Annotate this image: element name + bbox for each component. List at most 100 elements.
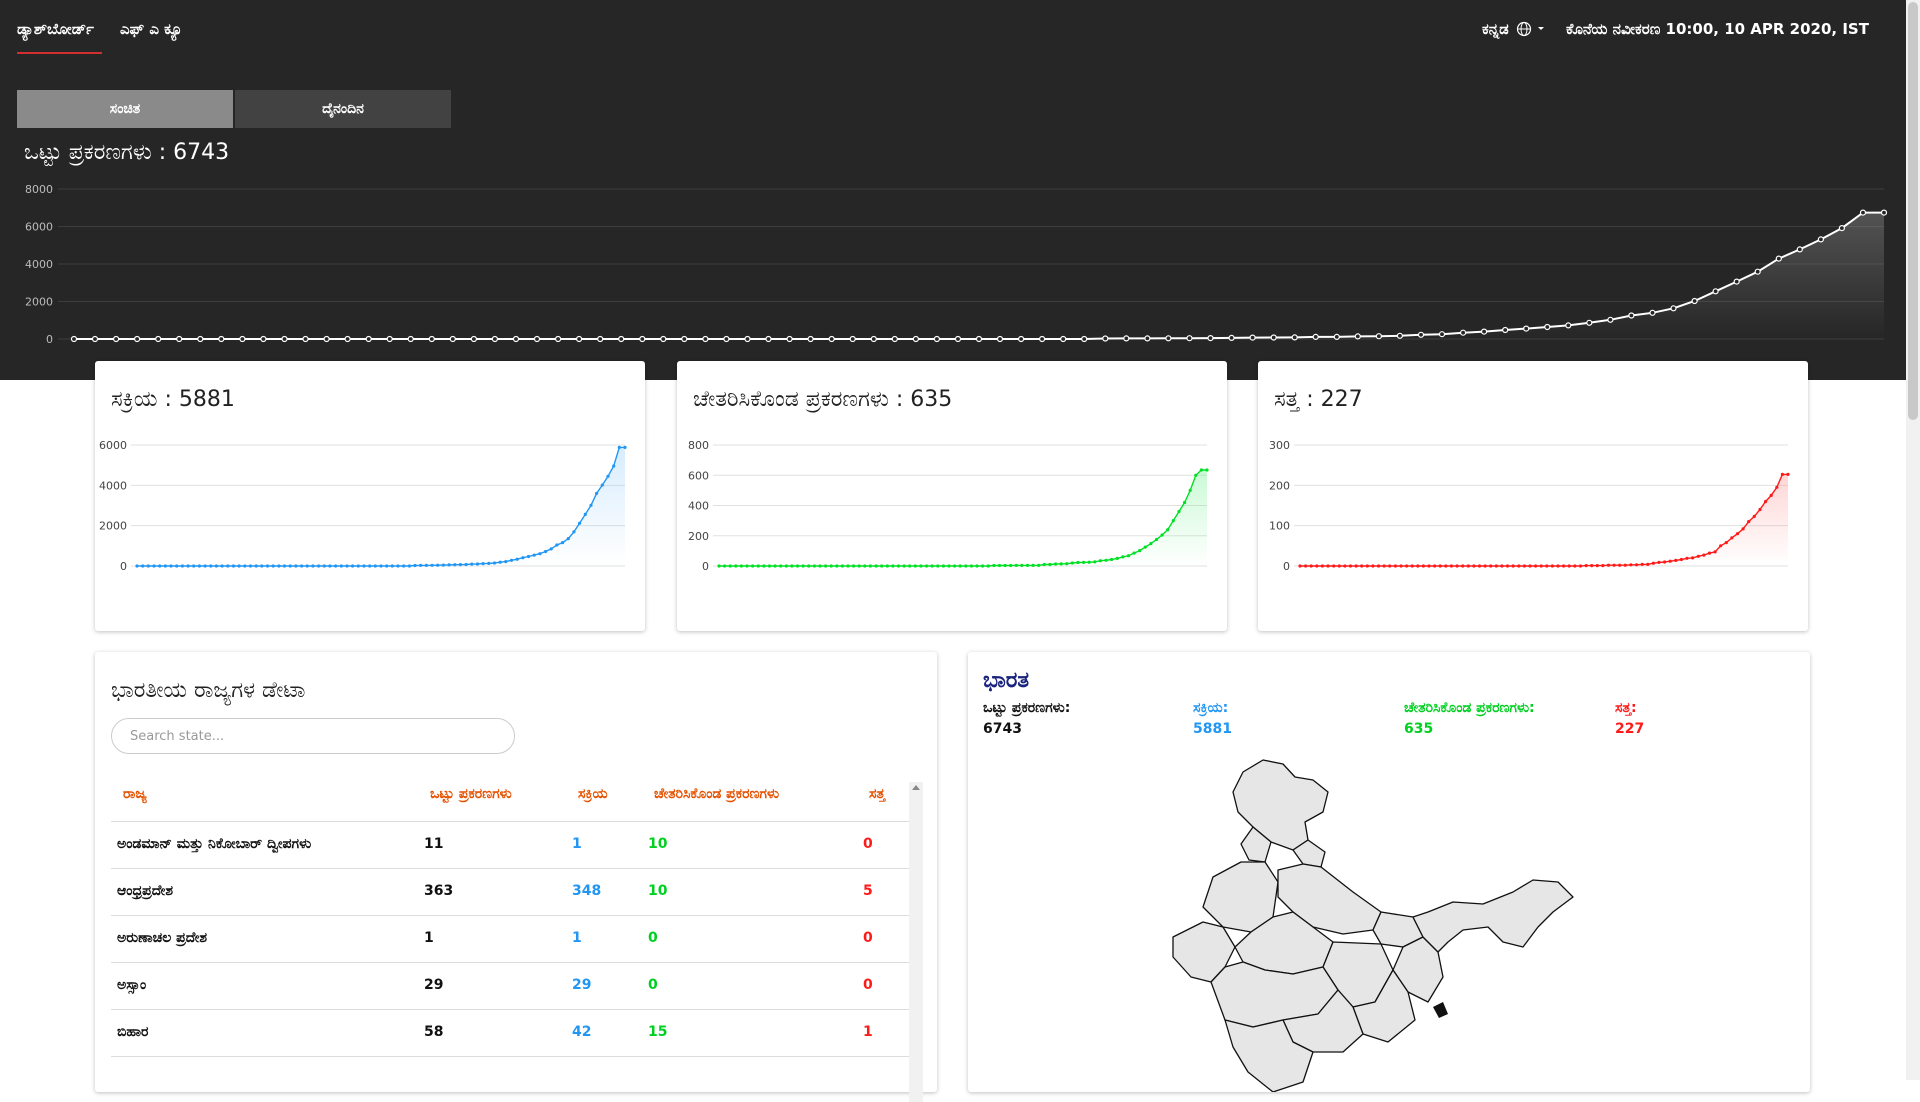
data-point[interactable] <box>958 564 962 568</box>
data-point[interactable] <box>728 564 732 568</box>
data-point[interactable] <box>1769 493 1773 497</box>
data-point[interactable] <box>975 335 983 343</box>
data-point[interactable] <box>1635 563 1639 567</box>
data-point[interactable] <box>919 564 923 568</box>
data-point[interactable] <box>1312 333 1319 340</box>
india-map-icon[interactable] <box>1153 752 1593 1092</box>
data-point[interactable] <box>220 564 224 568</box>
data-point[interactable] <box>600 483 604 487</box>
data-point[interactable] <box>997 563 1002 568</box>
data-point[interactable] <box>464 562 468 567</box>
data-point[interactable] <box>1326 564 1330 568</box>
data-point[interactable] <box>1048 562 1052 567</box>
data-point[interactable] <box>870 335 877 343</box>
data-point[interactable] <box>402 564 406 568</box>
data-point[interactable] <box>413 563 417 568</box>
data-point[interactable] <box>1427 564 1431 568</box>
data-point[interactable] <box>1670 305 1677 312</box>
data-point[interactable] <box>751 564 755 568</box>
data-point[interactable] <box>1502 326 1509 334</box>
data-point[interactable] <box>1081 335 1088 343</box>
data-point[interactable] <box>1354 564 1358 568</box>
data-point[interactable] <box>515 557 519 561</box>
data-point[interactable] <box>214 564 218 568</box>
data-point[interactable] <box>933 335 941 343</box>
tab-daily[interactable]: ದೈನಂದಿನ <box>235 90 451 128</box>
data-point[interactable] <box>1417 331 1425 338</box>
data-point[interactable] <box>1511 564 1515 568</box>
data-point[interactable] <box>1838 224 1846 232</box>
data-point[interactable] <box>1618 563 1622 567</box>
header-state[interactable]: ರಾಜ್ಯ <box>123 786 147 802</box>
data-point[interactable] <box>281 335 288 343</box>
data-point[interactable] <box>368 564 372 568</box>
data-point[interactable] <box>1143 545 1147 549</box>
data-point[interactable] <box>840 564 844 568</box>
data-point[interactable] <box>1042 562 1046 567</box>
data-point[interactable] <box>849 335 856 343</box>
data-point[interactable] <box>470 335 477 343</box>
data-point[interactable] <box>1758 507 1762 512</box>
data-point[interactable] <box>311 564 315 568</box>
data-point[interactable] <box>197 335 204 343</box>
data-point[interactable] <box>447 563 451 567</box>
data-point[interactable] <box>1556 564 1560 568</box>
data-point[interactable] <box>1154 537 1159 542</box>
data-point[interactable] <box>1438 331 1446 338</box>
data-point[interactable] <box>373 564 377 568</box>
data-point[interactable] <box>436 563 440 567</box>
data-point[interactable] <box>1494 564 1498 568</box>
data-point[interactable] <box>1343 564 1347 568</box>
data-point[interactable] <box>386 335 393 343</box>
data-point[interactable] <box>239 335 246 343</box>
data-point[interactable] <box>1646 562 1650 566</box>
data-point[interactable] <box>1775 255 1782 262</box>
data-point[interactable] <box>1371 564 1375 568</box>
data-point[interactable] <box>1522 564 1526 568</box>
data-point[interactable] <box>1177 509 1181 514</box>
data-point[interactable] <box>1171 519 1175 523</box>
data-point[interactable] <box>1270 334 1277 341</box>
data-point[interactable] <box>1466 564 1470 568</box>
data-point[interactable] <box>1444 564 1448 568</box>
data-point[interactable] <box>134 335 141 343</box>
data-point[interactable] <box>1038 335 1046 343</box>
data-point[interactable] <box>339 564 343 568</box>
data-point[interactable] <box>1421 564 1425 568</box>
data-point[interactable] <box>1098 559 1102 563</box>
data-point[interactable] <box>1817 236 1825 243</box>
data-point[interactable] <box>1132 551 1136 555</box>
data-point[interactable] <box>885 564 889 568</box>
data-point[interactable] <box>265 564 270 568</box>
data-point[interactable] <box>896 564 901 568</box>
data-point[interactable] <box>1500 564 1504 568</box>
map-region-north[interactable] <box>1232 759 1329 851</box>
data-point[interactable] <box>334 564 338 568</box>
data-point[interactable] <box>345 564 349 568</box>
data-point[interactable] <box>617 445 621 449</box>
data-point[interactable] <box>322 564 326 568</box>
data-point[interactable] <box>1754 268 1761 275</box>
data-point[interactable] <box>1657 560 1661 564</box>
data-point[interactable] <box>954 335 962 343</box>
data-point[interactable] <box>271 564 275 568</box>
data-point[interactable] <box>1459 329 1467 336</box>
data-point[interactable] <box>930 564 934 568</box>
data-point[interactable] <box>1539 564 1543 568</box>
data-point[interactable] <box>300 564 304 568</box>
data-point[interactable] <box>328 564 332 568</box>
data-point[interactable] <box>226 564 230 568</box>
data-point[interactable] <box>1578 564 1583 568</box>
data-point[interactable] <box>1477 564 1482 568</box>
data-point[interactable] <box>277 564 281 568</box>
data-point[interactable] <box>70 335 78 343</box>
data-point[interactable] <box>481 562 485 566</box>
nav-faq-link[interactable]: ಎಫ್ ಎ ಕ್ಯೂ <box>120 20 183 38</box>
data-point[interactable] <box>874 564 878 568</box>
data-point[interactable] <box>773 564 777 568</box>
table-row[interactable]: ಅಸ್ಸಾಂ 29 29 0 0 <box>111 963 911 1010</box>
data-point[interactable] <box>521 556 525 560</box>
data-point[interactable] <box>702 335 709 343</box>
data-point[interactable] <box>1623 563 1627 567</box>
data-point[interactable] <box>155 335 162 343</box>
